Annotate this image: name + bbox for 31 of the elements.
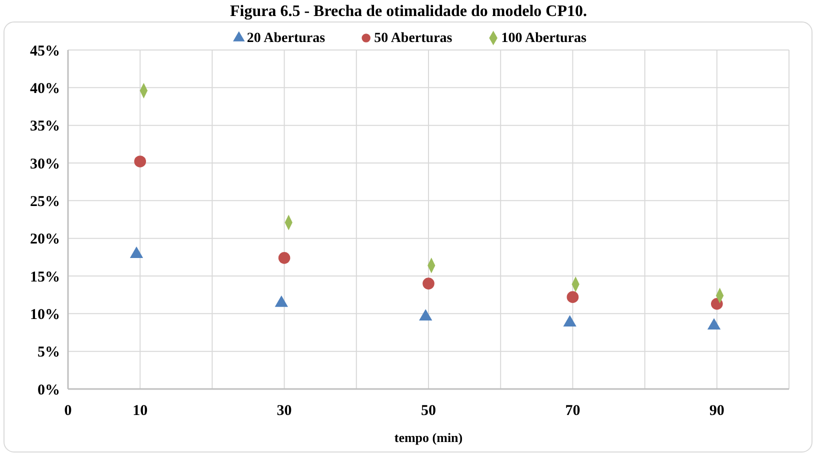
x-tick-label: 30 — [276, 403, 292, 419]
y-tick-label: 35% — [30, 118, 60, 135]
y-tick-label: 20% — [30, 232, 60, 248]
point — [566, 291, 579, 303]
x-axis-title: tempo (min) — [394, 430, 463, 445]
legend-label: 50 Aberturas — [374, 31, 453, 46]
y-tick-label: 0% — [38, 382, 60, 398]
point — [422, 278, 434, 290]
point — [707, 318, 721, 330]
point — [710, 298, 723, 310]
x-tick-label: 50 — [421, 403, 436, 419]
point — [419, 309, 432, 320]
y-tick-label: 15% — [30, 269, 60, 286]
point — [134, 156, 146, 168]
legend-label: 100 Aberturas — [501, 31, 588, 46]
y-tick-label: 5% — [38, 344, 60, 361]
x-tick-label: 0 — [64, 403, 72, 419]
chart-title: Figura 6.5 - Brecha de otimalidade do modelo CP10. — [230, 3, 588, 20]
legend-label: 20 Aberturas — [246, 31, 326, 46]
point — [130, 246, 144, 258]
y-tick-label: 30% — [30, 156, 60, 172]
x-tick-label: 10 — [132, 403, 148, 419]
point — [563, 315, 576, 327]
y-tick-label: 45% — [30, 43, 60, 60]
x-tick-label: 90 — [709, 403, 724, 419]
x-tick-label: 70 — [565, 403, 580, 419]
point — [278, 252, 290, 264]
point — [274, 296, 288, 307]
y-tick-label: 25% — [30, 194, 60, 210]
y-tick-label: 10% — [30, 306, 60, 323]
y-tick-label: 40% — [30, 80, 60, 97]
